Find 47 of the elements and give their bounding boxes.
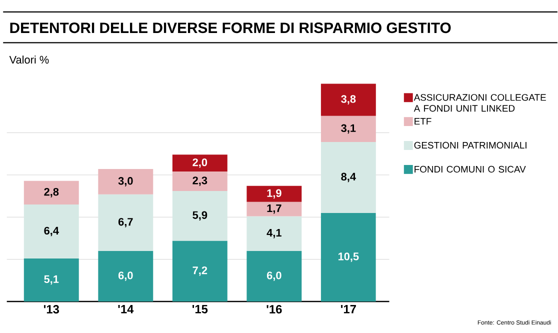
bar — [172, 172, 228, 192]
bar — [24, 258, 79, 302]
data-label: 8,4 — [341, 172, 356, 182]
bar — [320, 116, 376, 142]
data-label: 2,8 — [44, 188, 59, 198]
bar — [24, 204, 79, 259]
data-label: 3,8 — [341, 95, 356, 105]
bar — [98, 194, 154, 251]
data-label: 2,0 — [192, 158, 208, 168]
bar — [98, 251, 154, 302]
data-label: 1,9 — [267, 189, 282, 199]
bar — [246, 202, 302, 216]
chart-title: DETENTORI DELLE DIVERSE FORME DI RISPARMIO GESTITO — [10, 22, 451, 34]
data-label: 2,3 — [192, 176, 208, 186]
data-label: 5,9 — [192, 211, 208, 221]
bar — [172, 240, 228, 302]
x-tick-label: '15 — [192, 305, 208, 314]
bar — [320, 142, 376, 214]
data-label: 7,2 — [192, 266, 208, 276]
data-label: 3,0 — [118, 177, 133, 186]
chart-subtitle: Valori % — [9, 56, 49, 64]
bar — [98, 169, 154, 194]
x-tick-label: '17 — [341, 305, 356, 314]
legend-label: GESTIONI PATRIMONIALI — [414, 142, 526, 149]
legend-label: ASSICURAZIONI COLLEGATE A FONDI UNIT LINKED — [414, 94, 546, 112]
data-label: 10,5 — [338, 252, 359, 262]
legend-label: FONDI COMUNI O SICAV — [414, 166, 526, 173]
data-label: 4,1 — [266, 229, 282, 238]
bar — [246, 186, 302, 202]
legend-label: ETF — [414, 118, 432, 125]
data-label: 6,0 — [118, 272, 133, 281]
bar — [24, 180, 79, 205]
bar — [172, 154, 228, 172]
x-tick-label: '16 — [266, 305, 282, 314]
bar — [320, 84, 376, 116]
data-label: 1,7 — [267, 204, 282, 214]
data-label: 3,1 — [341, 124, 356, 134]
bar — [320, 213, 376, 302]
bar — [172, 191, 228, 241]
x-tick-label: '13 — [44, 305, 60, 314]
x-tick-label: '14 — [118, 305, 134, 314]
bar — [246, 216, 302, 251]
data-label: 5,1 — [44, 276, 59, 285]
bar — [246, 251, 302, 302]
data-label: 6,4 — [44, 226, 59, 236]
data-label: 6,0 — [266, 272, 282, 281]
data-label: 6,7 — [118, 218, 133, 228]
